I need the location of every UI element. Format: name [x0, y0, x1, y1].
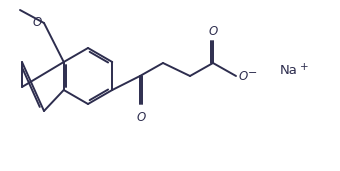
- Text: O: O: [33, 16, 42, 30]
- Text: +: +: [300, 62, 309, 72]
- Text: O: O: [239, 70, 248, 83]
- Text: O: O: [208, 25, 218, 38]
- Text: Na: Na: [280, 64, 298, 77]
- Text: O: O: [136, 111, 146, 124]
- Text: −: −: [248, 68, 257, 78]
